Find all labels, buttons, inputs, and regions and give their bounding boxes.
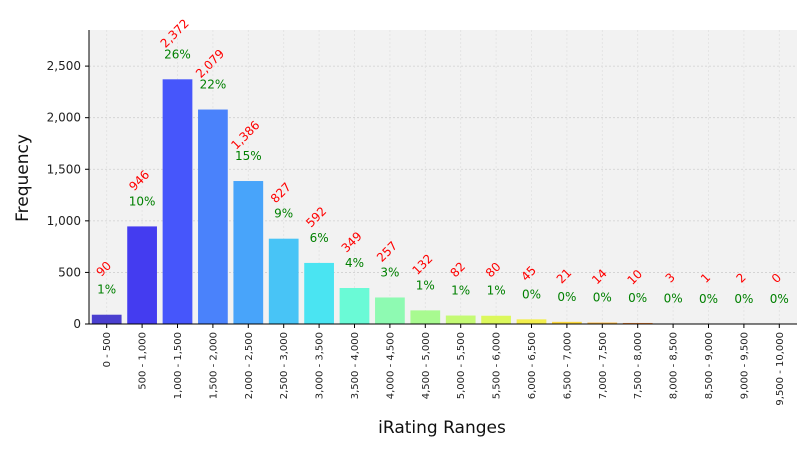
y-tick-label: 2,500: [47, 59, 81, 73]
y-tick-label: 500: [58, 265, 81, 279]
percent-label: 1%: [487, 284, 506, 298]
percent-label: 1%: [97, 283, 116, 297]
x-tick-label: 5,000 - 5,500: [456, 332, 467, 399]
percent-label: 0%: [770, 292, 789, 306]
bar: [233, 181, 264, 324]
bar: [481, 315, 511, 324]
bar: [410, 310, 441, 324]
bar: [162, 79, 193, 324]
percent-label: 15%: [235, 149, 262, 163]
y-tick-label: 1,500: [47, 162, 81, 176]
percent-label: 0%: [522, 287, 541, 301]
bar: [445, 315, 476, 324]
bar: [304, 262, 334, 324]
x-tick-label: 7,000 - 7,500: [598, 332, 609, 399]
bar: [516, 319, 547, 324]
percent-label: 0%: [557, 290, 576, 304]
bar: [127, 226, 157, 324]
percent-label: 1%: [451, 284, 470, 298]
x-tick-label: 0 - 500: [102, 332, 113, 367]
y-tick-label: 2,000: [47, 111, 81, 125]
bar: [91, 314, 122, 324]
percent-label: 6%: [310, 231, 329, 245]
percent-label: 26%: [164, 47, 191, 61]
bar: [622, 322, 653, 324]
bars: [91, 79, 759, 325]
percent-label: 4%: [345, 256, 364, 270]
x-tick-label: 9,000 - 9,500: [739, 332, 750, 399]
percent-label: 3%: [380, 265, 399, 279]
x-tick-label: 5,500 - 6,000: [492, 332, 503, 399]
x-tick-label: 1,500 - 2,000: [208, 332, 219, 399]
percent-label: 0%: [734, 292, 753, 306]
x-tick-label: 4,000 - 4,500: [385, 332, 396, 399]
percent-label: 9%: [274, 207, 293, 221]
x-axis-title: iRating Ranges: [378, 418, 506, 438]
percent-label: 0%: [628, 291, 647, 305]
percent-label: 22%: [200, 78, 227, 92]
bar: [268, 238, 299, 324]
x-tick-label: 4,500 - 5,000: [421, 332, 432, 399]
percent-label: 1%: [416, 278, 435, 292]
percent-labels: 1% 10% 26% 22% 15% 9% 6% 4% 3% 1% 1% 1% 0% 0% 0% 0% 0% 0%…: [97, 47, 789, 306]
x-tick-label: 3,500 - 4,000: [350, 332, 361, 399]
x-tick-label: 8,000 - 8,500: [669, 332, 680, 399]
x-tick-label: 2,000 - 2,500: [244, 332, 255, 399]
x-axis-ticks: 0 - 500 500 - 1,000 1,000 - 1,500 1,500 - 2…: [102, 324, 786, 406]
bar: [375, 297, 405, 324]
percent-label: 10%: [129, 194, 156, 208]
x-tick-label: 8,500 - 9,000: [704, 332, 715, 399]
bar: [198, 109, 228, 325]
x-tick-label: 1,000 - 1,500: [173, 332, 184, 399]
x-tick-label: 500 - 1,000: [138, 332, 149, 390]
y-axis-ticks: 0 500 1,000 1,500 2,000 2,500: [47, 59, 89, 331]
bar: [587, 322, 618, 324]
bar: [339, 287, 370, 324]
y-axis-title: Frequency: [13, 134, 33, 222]
percent-label: 0%: [699, 292, 718, 306]
y-tick-label: 1,000: [47, 214, 81, 228]
percent-label: 0%: [593, 291, 612, 305]
x-tick-label: 3,000 - 3,500: [315, 332, 326, 399]
percent-label: 0%: [664, 292, 683, 306]
x-tick-label: 6,000 - 6,500: [527, 332, 538, 399]
x-tick-label: 2,500 - 3,000: [279, 332, 290, 399]
x-tick-label: 7,500 - 8,000: [633, 332, 644, 399]
x-tick-label: 9,500 - 10,000: [775, 332, 786, 406]
y-tick-label: 0: [73, 317, 81, 331]
x-tick-label: 6,500 - 7,000: [562, 332, 573, 399]
bar: [552, 321, 582, 324]
